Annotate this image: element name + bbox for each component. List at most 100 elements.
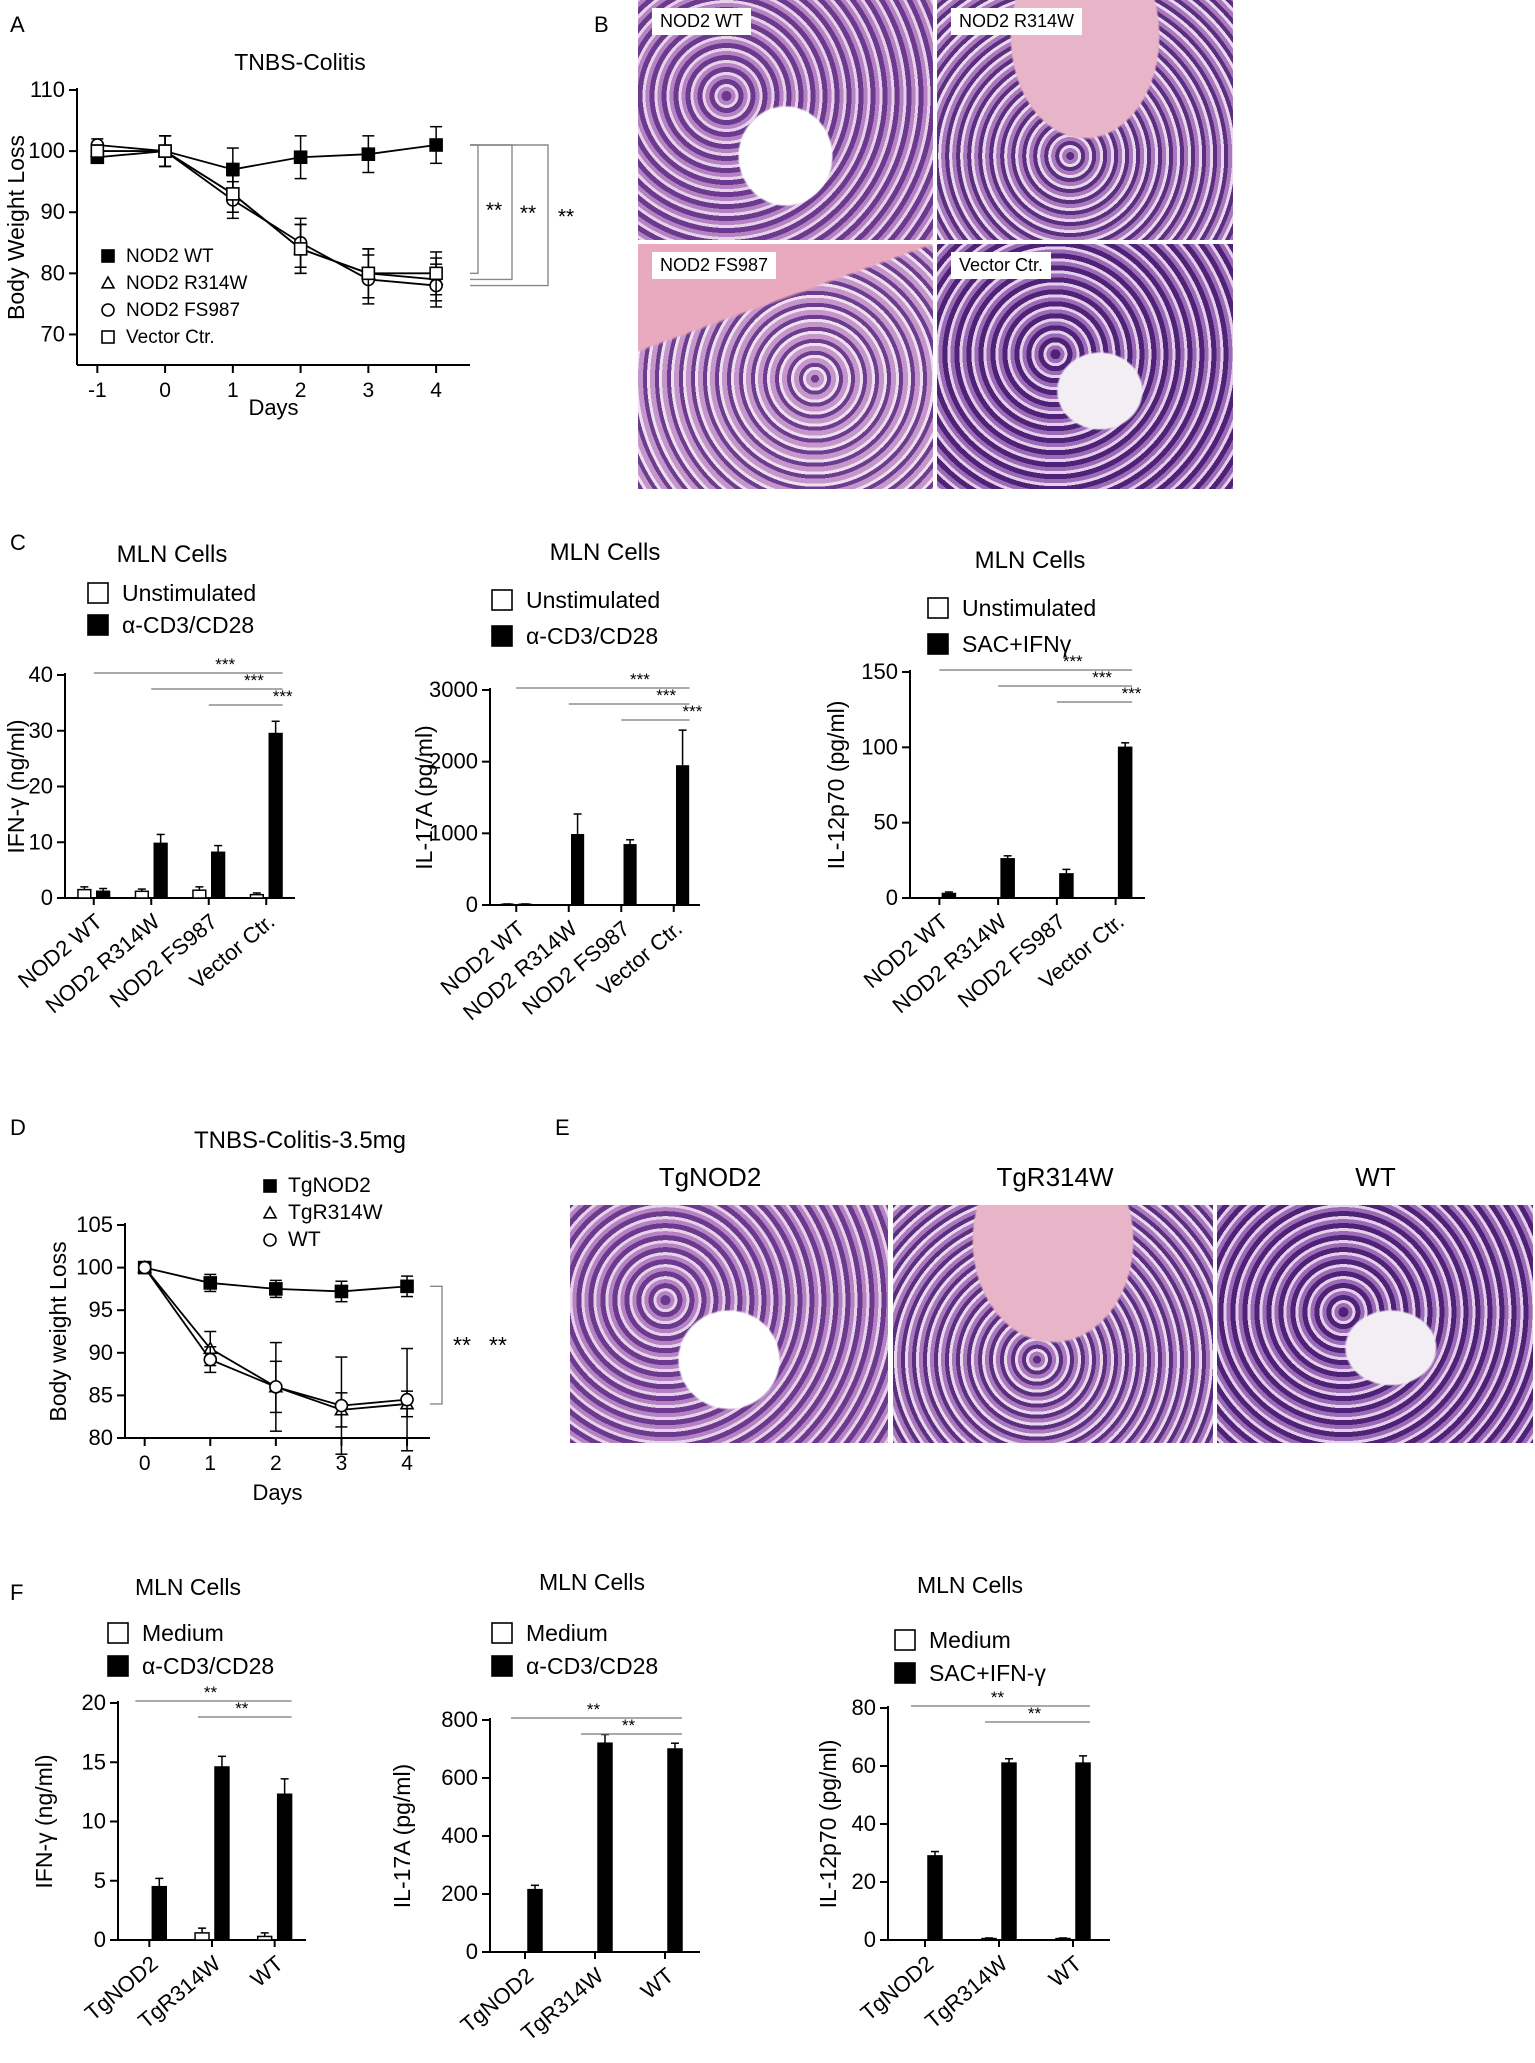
x-tick-label: 4 [401, 1452, 413, 1475]
square-marker [400, 1279, 414, 1294]
significance-label: *** [1122, 684, 1142, 703]
bar [153, 842, 168, 899]
significance-label: *** [1092, 668, 1112, 687]
chart-title: MLN Cells [975, 547, 1086, 574]
legend-label: α-CD3/CD28 [142, 1653, 274, 1679]
square-marker [293, 150, 308, 165]
square-marker [101, 330, 115, 344]
bar [211, 851, 226, 899]
bar [151, 1885, 168, 1941]
square-marker [429, 138, 443, 152]
histology-tgnod2 [570, 1205, 888, 1443]
circle-marker [263, 1233, 277, 1247]
y-axis-label: Body weight Loss [45, 1241, 71, 1421]
x-tick-label: 0 [159, 379, 171, 402]
legend-label: α-CD3/CD28 [526, 1653, 658, 1679]
chart-c2: MLN Cells Unstimulated α-CD3/CD28 0 1000 2000… [411, 539, 703, 1025]
significance-label: ** [204, 1683, 218, 1702]
histology-label: NOD2 WT [652, 8, 751, 35]
x-axis-label: Days [248, 395, 298, 420]
x-tick-label: WT [636, 1963, 678, 2004]
panel-letter-d: D [10, 1115, 26, 1140]
histology-wt [1217, 1205, 1533, 1443]
bar [194, 1932, 210, 1941]
circle-marker [203, 1352, 218, 1367]
y-tick-label: 400 [441, 1823, 478, 1848]
legend-label: WT [288, 1228, 321, 1251]
triangle-marker [100, 275, 116, 289]
significance-label: *** [630, 670, 650, 689]
chart-title: MLN Cells [917, 1572, 1023, 1598]
y-tick-label: 70 [41, 321, 65, 346]
significance-label: ** [991, 1688, 1005, 1707]
y-tick-label: 15 [82, 1749, 106, 1774]
y-tick-label: 30 [29, 718, 53, 743]
y-tick-label: 60 [852, 1753, 876, 1778]
square-marker [203, 1276, 218, 1290]
histology-label: NOD2 FS987 [652, 252, 777, 279]
legend-swatch [491, 625, 513, 647]
significance-bracket [430, 1285, 443, 1405]
x-tick-label: 0 [139, 1452, 151, 1475]
y-tick-label: 20 [82, 1690, 106, 1715]
square-marker [293, 242, 308, 256]
significance-label: ** [558, 205, 574, 228]
histology-nod2-r314w: NOD2 R314W [937, 0, 1233, 240]
square-marker [158, 144, 172, 158]
chart-a: TNBS-Colitis 70 80 90 100 110 Body Weight Loss… [3, 49, 574, 420]
y-tick-label: 20 [29, 774, 53, 799]
legend-label: Medium [142, 1620, 224, 1646]
significance-label: ** [486, 199, 502, 222]
bar [134, 890, 150, 899]
circle-marker [334, 1398, 349, 1413]
chart-c3: MLN Cells Unstimulated SAC+IFNγ 0 50 100 150 IL… [823, 547, 1145, 1018]
bar [667, 1748, 683, 1953]
bar [276, 1793, 293, 1941]
y-tick-label: 90 [41, 199, 65, 224]
y-axis-label: IL-17A (pg/ml) [411, 725, 437, 869]
bar [571, 834, 585, 906]
y-tick-label: 600 [441, 1765, 478, 1790]
bar [214, 1766, 230, 1941]
significance-bracket [470, 144, 549, 287]
y-tick-label: 85 [89, 1382, 113, 1407]
histology-e-label-wt: WT [1355, 1162, 1396, 1192]
y-tick-label: 80 [89, 1425, 113, 1450]
square-marker [226, 187, 240, 201]
y-axis-label: IL-12p70 (pg/ml) [823, 701, 849, 870]
y-tick-label: 110 [30, 77, 65, 102]
y-axis-label: IFN-γ (ng/ml) [31, 1754, 57, 1888]
chart-f3: MLN Cells Medium SAC+IFN-γ 0 20 40 60 80 IL-12p7… [815, 1572, 1110, 2033]
chart-title: TNBS-Colitis-3.5mg [194, 1127, 406, 1154]
bar [1075, 1762, 1091, 1941]
circle-marker [137, 1260, 152, 1275]
x-tick-label: 1 [227, 379, 239, 402]
y-axis-label: IL-17A (pg/ml) [389, 1764, 415, 1908]
y-tick-label: 0 [466, 1939, 478, 1964]
significance-label: *** [215, 655, 235, 674]
bar [981, 1937, 997, 1941]
x-tick-label: 3 [336, 1452, 348, 1475]
x-axis-label: Days [252, 1480, 302, 1505]
bar [96, 890, 111, 899]
significance-label: *** [1063, 652, 1083, 671]
histology-label: NOD2 R314W [951, 8, 1083, 35]
legend-label: Unstimulated [526, 587, 660, 613]
x-tick-label: WT [1044, 1951, 1086, 1992]
bar [77, 888, 92, 899]
chart-title: MLN Cells [117, 541, 228, 568]
square-marker [263, 1179, 277, 1193]
y-tick-label: 80 [852, 1695, 876, 1720]
significance-label: *** [273, 687, 293, 706]
square-marker [334, 1284, 349, 1299]
legend-label: Medium [929, 1627, 1011, 1653]
legend-label: α-CD3/CD28 [526, 623, 658, 649]
y-tick-label: 150 [861, 659, 898, 684]
significance-label: ** [587, 1700, 601, 1719]
legend-swatch [491, 1655, 513, 1677]
chart-f1: MLN Cells Medium α-CD3/CD28 0 5 10 15 20 IFN-γ (… [31, 1574, 306, 2033]
bar [268, 732, 283, 899]
bar [676, 765, 690, 906]
chart-title: MLN Cells [550, 539, 661, 566]
